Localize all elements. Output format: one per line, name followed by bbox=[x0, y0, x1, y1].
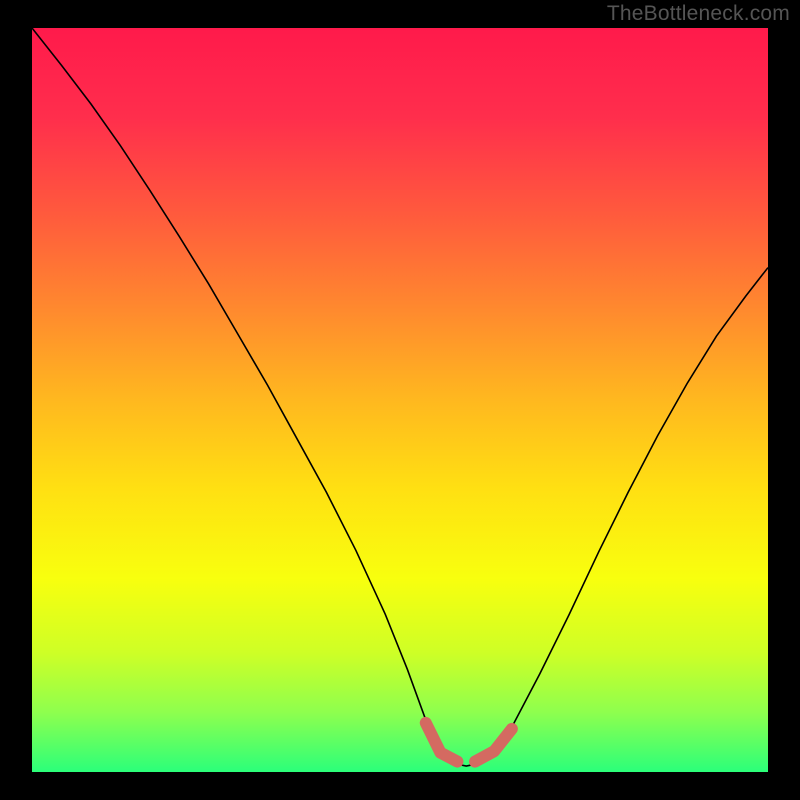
watermark-text: TheBottleneck.com bbox=[607, 2, 790, 26]
valley-marker-right bbox=[475, 729, 512, 762]
bottleneck-curve bbox=[32, 28, 768, 766]
frame-border-right bbox=[768, 0, 800, 800]
frame-border-left bbox=[0, 0, 32, 800]
valley-marker-left bbox=[426, 723, 458, 762]
frame-border-bottom bbox=[0, 772, 800, 800]
plot-area bbox=[32, 28, 768, 772]
chart-svg bbox=[32, 28, 768, 772]
